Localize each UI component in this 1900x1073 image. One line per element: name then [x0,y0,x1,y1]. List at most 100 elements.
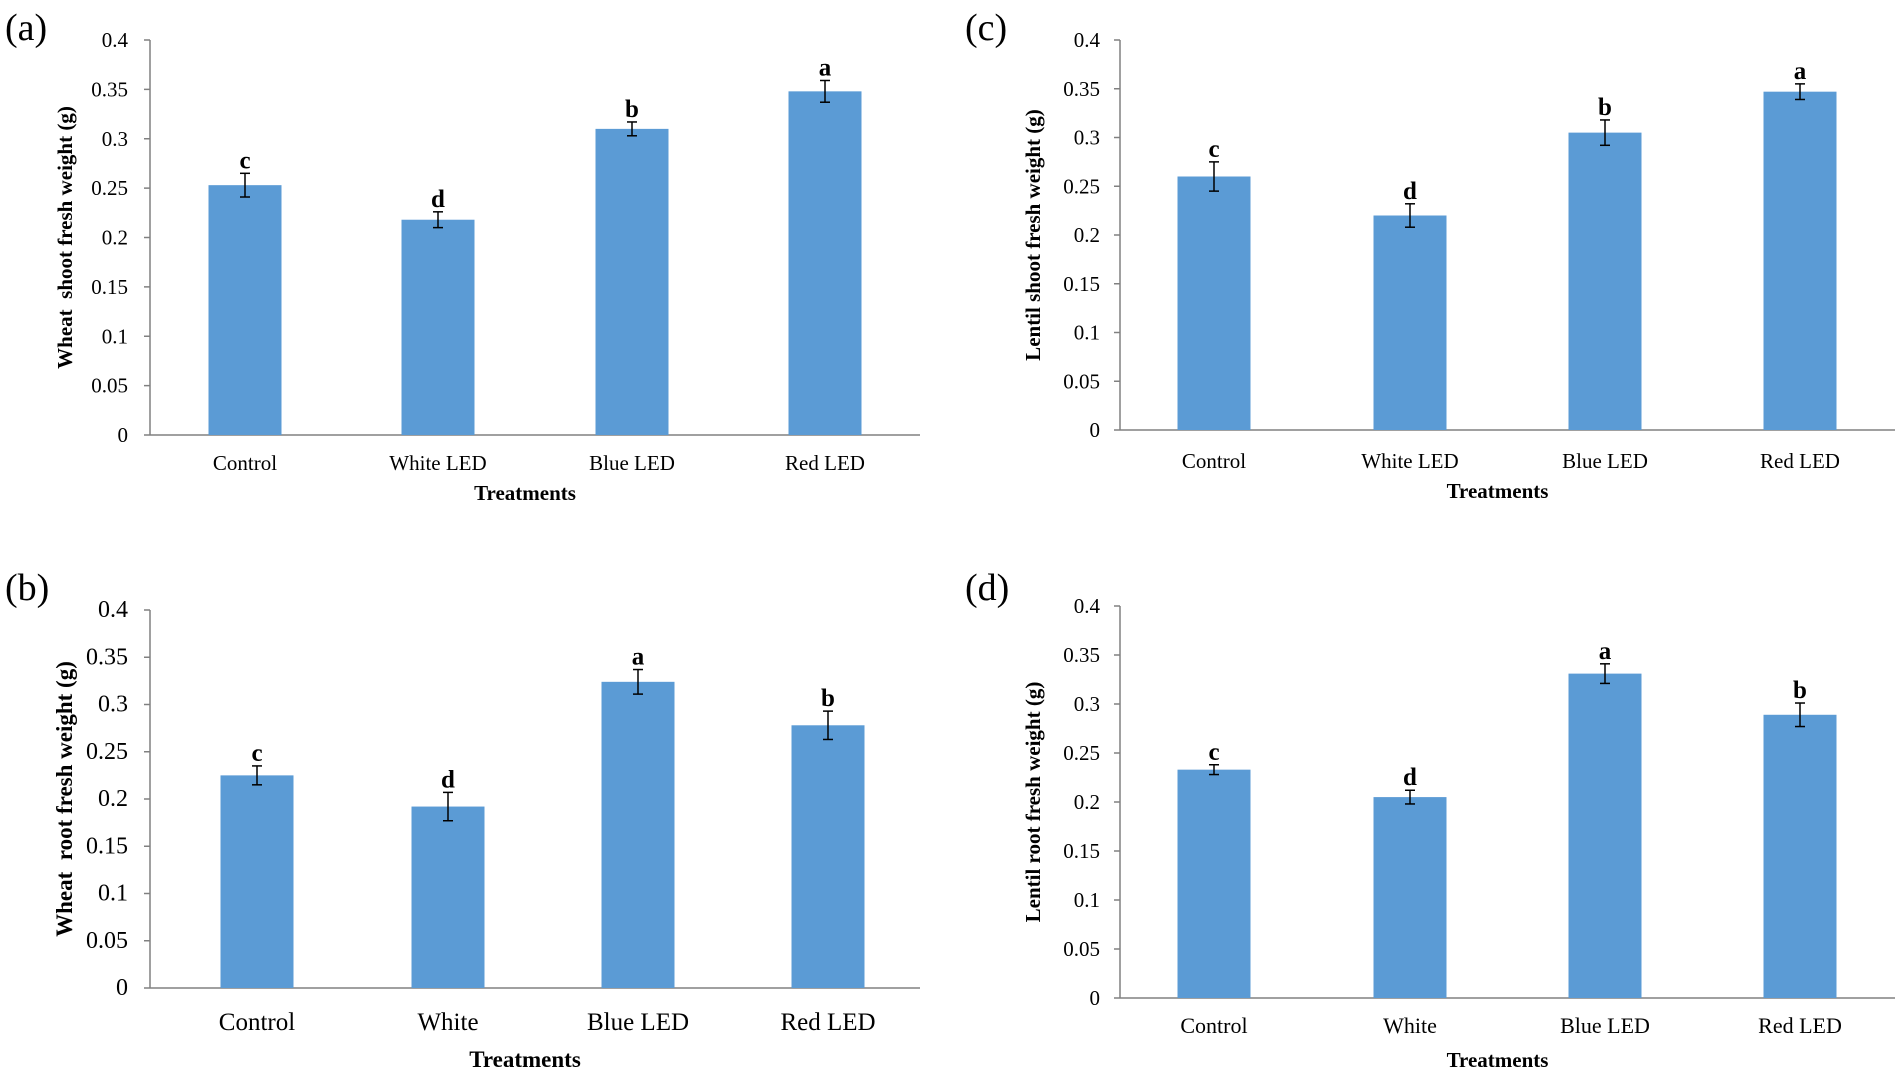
x-tick-label: White [1383,1013,1437,1038]
y-tick-label: 0.15 [86,833,128,859]
y-tick-label: 0 [1090,418,1101,442]
y-tick-label: 0.15 [1063,839,1100,863]
y-tick-label: 0.25 [86,739,128,765]
y-tick-label: 0.15 [91,275,128,299]
x-tick-label: Control [219,1009,295,1036]
significance-letter: a [819,54,832,81]
significance-letter: a [632,644,645,671]
x-tick-label: Blue LED [589,451,675,475]
panel-label: (b) [5,567,49,609]
significance-letter: c [251,740,262,767]
bar [208,185,282,435]
x-tick-label: Control [213,451,277,475]
panel-label: (a) [5,7,47,49]
chart-panel-1: (a) 0 0.05 0.1 0.15 0.2 0.25 0.3 0.35 0.4 c Control… [5,7,920,505]
y-axis-title: Wheat shoot fresh weight (g) [53,106,77,369]
x-axis-title: Treatments [1447,1048,1549,1072]
y-tick-label: 0.05 [91,374,128,398]
y-tick-label: 0.25 [1063,741,1100,765]
x-tick-label: Red LED [1760,449,1840,473]
y-tick-label: 0.05 [1063,937,1100,961]
x-tick-label: Control [1182,449,1246,473]
significance-letter: c [1208,739,1219,766]
significance-letter: d [1403,764,1417,791]
x-axis-title: Treatments [474,481,576,505]
bar [1373,215,1447,430]
bar [791,725,865,988]
x-tick-label: White LED [389,451,486,475]
significance-letter: a [1794,58,1807,85]
bar [220,775,294,988]
significance-letter: b [1793,677,1807,704]
x-tick-label: Red LED [1758,1013,1842,1038]
significance-letter: d [431,186,445,213]
bar [1177,176,1251,430]
y-tick-label: 0.35 [91,77,128,101]
panel-label: (c) [965,7,1007,49]
y-tick-label: 0.2 [98,786,128,812]
y-tick-label: 0.15 [1063,272,1100,296]
x-tick-label: Blue LED [1562,449,1648,473]
y-tick-label: 0 [1090,986,1101,1010]
significance-letter: d [1403,178,1417,205]
significance-letter: b [625,96,639,123]
y-tick-label: 0.1 [102,324,128,348]
x-tick-label: Red LED [780,1009,875,1036]
bar [788,91,862,435]
bar [1177,769,1251,998]
significance-letter: b [1598,94,1612,121]
y-tick-label: 0.4 [102,28,129,52]
x-tick-label: Red LED [785,451,865,475]
bar [1373,797,1447,998]
bar [1763,91,1837,431]
x-tick-label: White [417,1009,478,1036]
y-tick-label: 0.3 [1074,692,1100,716]
y-tick-label: 0 [118,423,129,447]
bar [401,219,475,435]
y-tick-label: 0.25 [1063,174,1100,198]
chart-panel-3: (c) 0 0.05 0.1 0.15 0.2 0.25 0.3 0.35 0.4 c Control… [965,7,1895,503]
significance-letter: d [441,766,455,793]
y-tick-label: 0.4 [98,597,128,623]
y-tick-label: 0.3 [102,127,128,151]
y-tick-label: 0.35 [1063,77,1100,101]
y-tick-label: 0.25 [91,176,128,200]
bar [1763,714,1837,998]
y-tick-label: 0.3 [98,692,128,718]
x-tick-label: Blue LED [587,1009,689,1036]
bar [595,128,669,435]
x-axis-title: Treatments [1447,479,1549,503]
y-tick-label: 0.05 [86,928,128,954]
y-tick-label: 0.35 [1063,643,1100,667]
y-tick-label: 0.4 [1074,28,1101,52]
x-tick-label: White LED [1361,449,1458,473]
bar [411,806,485,988]
y-tick-label: 0.2 [1074,790,1100,814]
chart-panel-4: (d) 0 0.05 0.1 0.15 0.2 0.25 0.3 0.35 0.4 c Control… [965,567,1895,1072]
chart-panel-2: (b) 0 0.05 0.1 0.15 0.2 0.25 0.3 0.35 0.4 c Control… [5,567,920,1072]
x-axis-title: Treatments [469,1047,581,1072]
x-tick-label: Blue LED [1560,1013,1650,1038]
y-tick-label: 0.3 [1074,126,1100,150]
y-tick-label: 0.2 [102,226,128,250]
x-tick-label: Control [1180,1013,1247,1038]
significance-letter: b [821,685,835,712]
bar [1568,673,1642,998]
significance-letter: a [1599,638,1612,665]
y-axis-title: Wheat root fresh weight (g) [52,661,77,937]
significance-letter: c [1208,136,1219,163]
y-tick-label: 0.1 [1074,888,1100,912]
y-tick-label: 0.1 [1074,321,1100,345]
y-tick-label: 0 [116,975,128,1001]
panel-label: (d) [965,567,1009,609]
y-tick-label: 0.4 [1074,594,1101,618]
y-tick-label: 0.05 [1063,369,1100,393]
significance-letter: c [239,147,250,174]
y-tick-label: 0.2 [1074,223,1100,247]
y-axis-title: Lentil root fresh weight (g) [1021,682,1045,923]
bar [1568,132,1642,430]
bar [601,681,675,988]
y-axis-title: Lentil shoot fresh weight (g) [1021,109,1045,361]
y-tick-label: 0.1 [98,881,128,907]
